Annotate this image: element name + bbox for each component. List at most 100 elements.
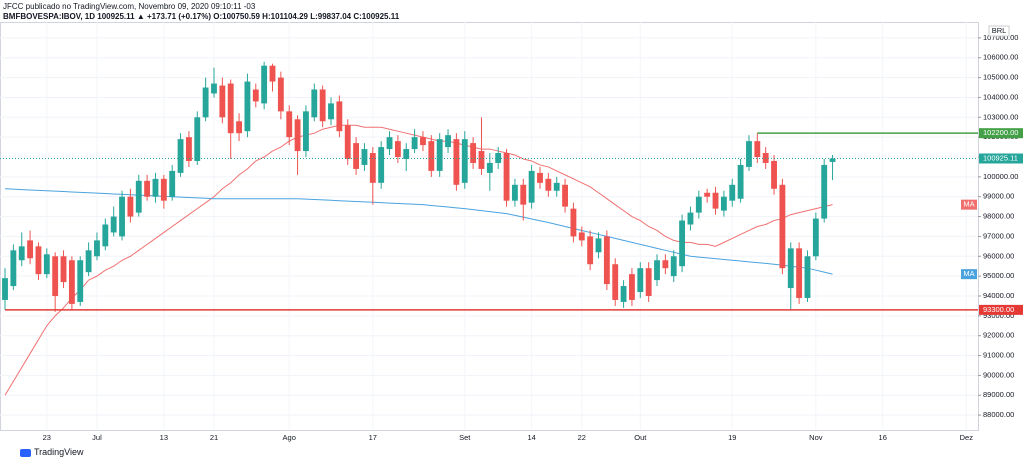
x-tick-label: 23: [43, 433, 51, 442]
x-tick-label: Dez: [960, 433, 974, 442]
candle-body: [578, 232, 585, 241]
x-tick-label: 21: [210, 433, 218, 442]
candle-body: [445, 135, 451, 148]
candle-body: [27, 240, 34, 259]
candle-body: [503, 153, 510, 201]
candle-body: [102, 224, 109, 247]
candle-body: [152, 178, 159, 197]
candle-body: [553, 182, 560, 191]
level-label: 102200.00: [983, 128, 1018, 137]
candle-body: [219, 85, 226, 118]
candle-body: [261, 65, 268, 104]
x-tick-label: Ago: [283, 433, 296, 442]
candle-body: [169, 170, 176, 197]
candle-body: [353, 143, 360, 169]
candle-body: [587, 236, 594, 265]
candle-body: [771, 160, 777, 189]
candle-body: [311, 89, 318, 118]
level-label-box: [979, 128, 1023, 139]
candle-body: [303, 111, 309, 152]
candle-body: [2, 278, 8, 300]
x-tick-label: 19: [728, 433, 736, 442]
candle-body: [570, 208, 577, 237]
candle-body: [160, 178, 167, 201]
candle-body: [746, 141, 752, 167]
logo: [20, 448, 31, 457]
y-tick-label: 93000.00: [983, 311, 1014, 320]
brand: TradingView: [34, 447, 84, 457]
ma-tag: MA: [963, 269, 974, 278]
candle-body: [110, 216, 117, 233]
candle-body: [562, 184, 568, 207]
candle-body: [712, 192, 719, 209]
plot-frame: [0, 22, 979, 431]
candle-body: [829, 158, 836, 162]
x-tick-label: Set: [459, 433, 471, 442]
ma-line: [4, 188, 833, 275]
candle-body: [804, 256, 811, 298]
currency-box: [988, 25, 1010, 37]
candle-body: [127, 196, 134, 217]
candle-body: [336, 101, 343, 132]
candle-body: [194, 117, 201, 161]
y-tick-label: 95000.00: [983, 271, 1014, 280]
candle-body: [94, 240, 100, 257]
y-tick-label: 104000.00: [983, 92, 1018, 101]
y-tick-label: 106000.00: [983, 53, 1018, 62]
y-tick-label: 94000.00: [983, 291, 1014, 300]
candle-body: [328, 103, 334, 120]
candle-body: [319, 89, 326, 122]
candle-body: [670, 256, 677, 277]
level-label: 93300.00: [983, 305, 1014, 314]
candle-body: [679, 220, 686, 267]
candle-body: [411, 137, 418, 150]
candle-body: [403, 149, 410, 159]
candle-body: [177, 139, 184, 173]
y-tick-label: 98000.00: [983, 212, 1014, 221]
currency: BRL: [992, 26, 1007, 35]
candle-body: [252, 89, 259, 102]
candle-body: [720, 196, 727, 211]
candle-body: [545, 178, 552, 191]
ma-tag: MA: [963, 200, 974, 209]
level-label-box: [979, 304, 1023, 315]
y-tick-label: 97000.00: [983, 231, 1014, 240]
ma-tag-box: [961, 199, 977, 210]
candle-body: [369, 153, 376, 183]
candle-body: [704, 192, 711, 197]
candle-body: [478, 151, 485, 169]
x-tick-label: 13: [160, 433, 168, 442]
y-tick-label: 88000.00: [983, 410, 1014, 419]
candle-body: [119, 196, 125, 237]
y-tick-label: 90000.00: [983, 370, 1014, 379]
candle-body: [18, 246, 25, 261]
candle-body: [470, 143, 477, 163]
candle-body: [662, 260, 669, 269]
x-tick-label: 16: [879, 433, 887, 442]
candle-body: [394, 141, 401, 158]
x-tick-label: Jul: [92, 433, 102, 442]
candle-body: [144, 180, 151, 197]
symbol-line: BMFBOVESPA:IBOV, 1D 100925.11 ▲ +173.71 …: [3, 12, 400, 21]
y-tick-label: 107000.00: [983, 33, 1018, 42]
candle-body: [654, 260, 660, 281]
candle-body: [43, 254, 50, 275]
candle-body: [236, 121, 242, 134]
candle-body: [754, 141, 761, 158]
x-tick-label: 14: [527, 433, 535, 442]
candle-body: [779, 184, 786, 269]
candle-body: [687, 212, 694, 225]
candle-body: [35, 246, 42, 275]
last-price-label: 100925.11: [983, 153, 1018, 162]
candle-body: [796, 248, 803, 298]
candle-body: [294, 119, 301, 152]
candle-body: [244, 81, 251, 132]
candle-body: [537, 172, 543, 183]
candle-body: [787, 248, 794, 289]
candle-body: [286, 111, 293, 138]
candle-body: [77, 260, 84, 302]
x-tick-label: 17: [369, 433, 377, 442]
candle-body: [211, 83, 217, 94]
candle-body: [227, 83, 234, 134]
